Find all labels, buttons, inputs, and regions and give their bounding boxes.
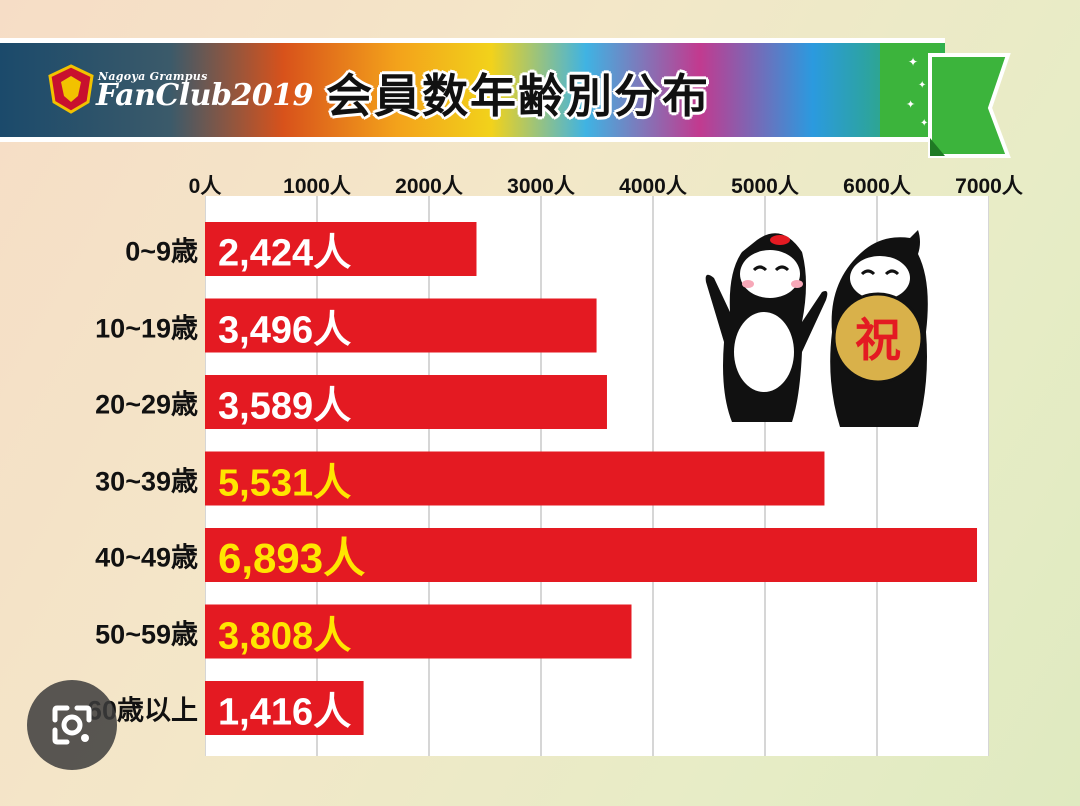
bar [205,528,978,582]
value-label: 3,496人 [218,309,352,351]
bar [205,298,597,353]
x-tick-label: 6000人 [843,175,911,198]
bar [205,222,477,276]
x-tick-label: 3000人 [507,175,575,198]
bar [205,604,632,659]
category-label: 40~49歳 [95,542,198,573]
celebrate-glyph: 祝 [855,313,901,367]
x-tick-label: 1000人 [283,175,351,198]
bar [205,451,825,506]
x-tick-label: 0人 [188,175,222,198]
value-label: 3,589人 [218,385,352,428]
brand-name: FanClub2019 [96,78,313,113]
header-banner: ✦ ✦ ✦ ✦ [0,38,1011,158]
category-label: 50~59歳 [95,619,198,649]
category-label: 10~19歳 [95,313,198,343]
x-tick-label: 7000人 [955,175,1023,198]
orca-mascots-icon: 祝 [705,230,928,427]
svg-text:✦: ✦ [920,118,928,129]
value-label: 3,808人 [218,615,352,657]
svg-text:✦: ✦ [908,55,918,69]
club-emblem-icon [48,64,94,114]
value-label: 5,531人 [218,462,352,504]
brand-subtitle: Nagoya Grampus [98,70,208,83]
category-label: 20~29歳 [95,389,198,420]
x-tick-label: 4000人 [619,175,687,198]
banner-ribbon: ✦ ✦ ✦ ✦ [0,38,1011,158]
x-tick-label: 2000人 [395,175,463,198]
value-label: 2,424人 [218,232,352,275]
category-label: 0~9歳 [125,236,198,267]
svg-text:✦: ✦ [918,80,926,91]
bar-chart [205,196,989,756]
page-title: 会員数年齢別分布 [326,69,710,123]
value-label: 1,416人 [218,691,352,734]
google-lens-icon [52,705,92,745]
value-label: 6,893人 [218,534,366,582]
bar [205,375,607,429]
svg-text:✦: ✦ [906,98,915,111]
google-lens-button[interactable] [27,680,117,770]
bar [205,681,364,735]
x-tick-label: 5000人 [731,175,799,198]
category-label: 30~39歳 [95,466,198,496]
